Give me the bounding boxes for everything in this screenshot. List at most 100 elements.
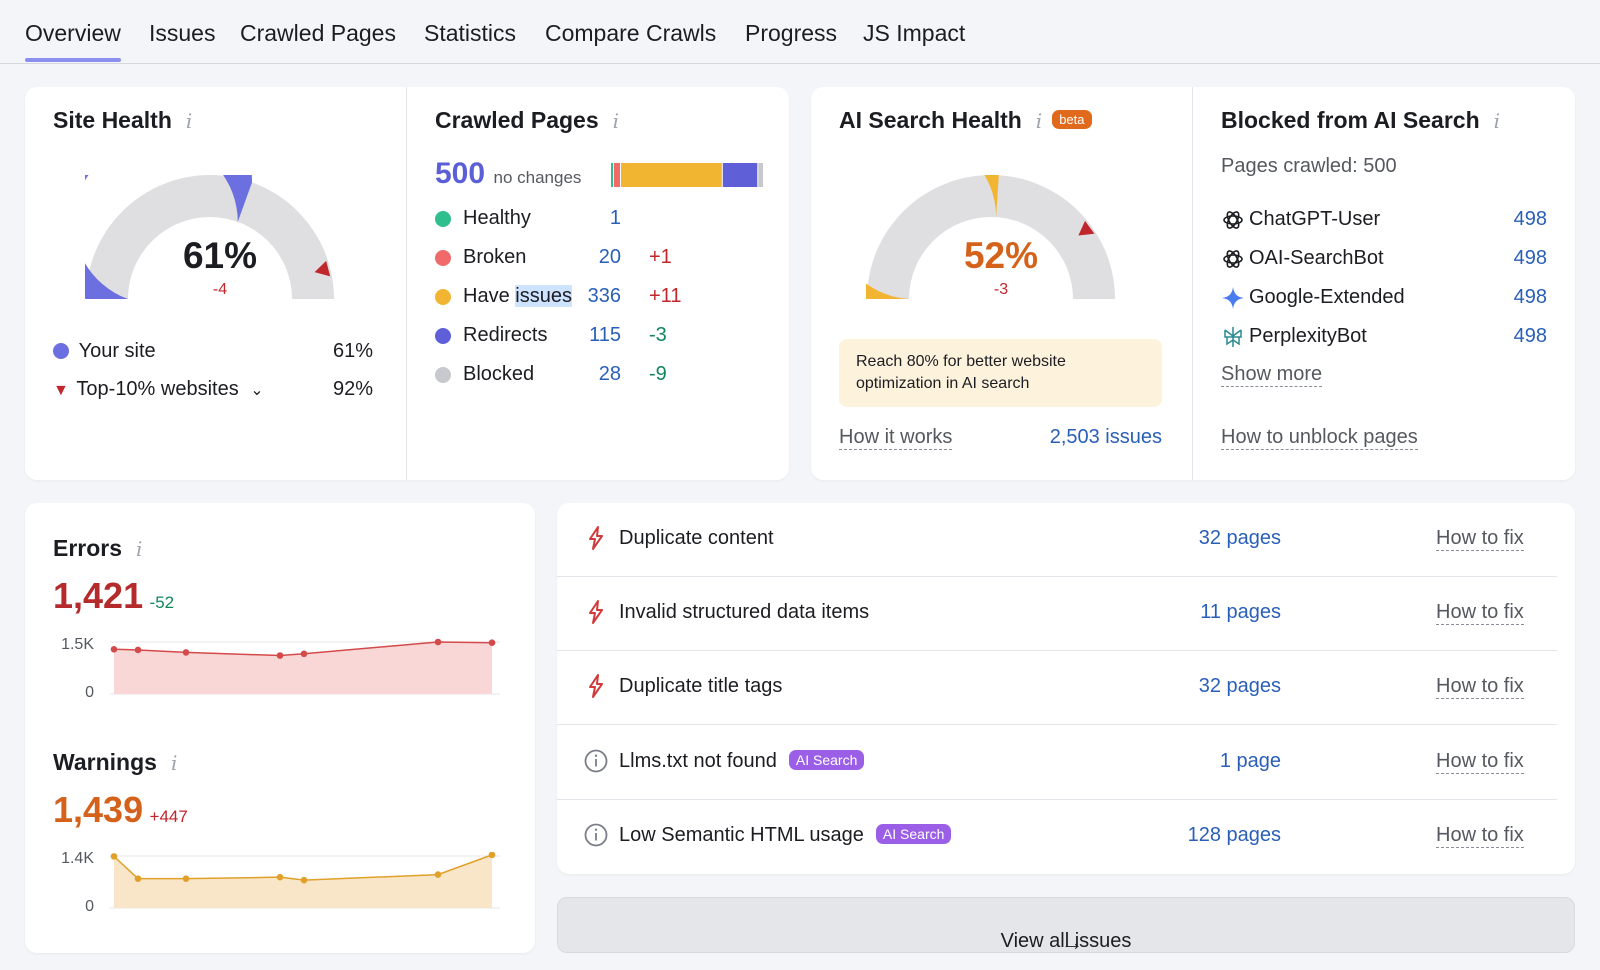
site-health-delta: -4 bbox=[212, 281, 228, 298]
issue-title[interactable]: Invalid structured data items bbox=[619, 601, 870, 624]
ai-health-percent: 52% bbox=[963, 235, 1039, 276]
openai-icon bbox=[1223, 211, 1243, 229]
list-item-redirects[interactable]: Redirects 115 -3 bbox=[435, 322, 735, 352]
how-to-fix-link[interactable]: How to fix bbox=[1436, 823, 1524, 848]
ai-health-gauge bbox=[866, 175, 1115, 299]
info-circle-icon bbox=[584, 823, 608, 847]
warnings-count[interactable]: 1,439 +447 bbox=[53, 789, 188, 830]
issue-pages-link[interactable]: 32 pages bbox=[1198, 527, 1281, 549]
lightning-icon bbox=[589, 526, 603, 550]
tab-issues[interactable]: Issues bbox=[149, 20, 216, 46]
unblock-pages-link[interactable]: How to unblock pages bbox=[1221, 426, 1418, 450]
tab-statistics[interactable]: Statistics bbox=[424, 20, 517, 46]
gauge-track bbox=[867, 175, 1115, 299]
tab-bar: Overview Issues Crawled Pages Statistics… bbox=[0, 0, 1600, 64]
gemini-icon bbox=[1222, 287, 1244, 309]
ai-issues-link[interactable]: 2,503 issues bbox=[1049, 426, 1162, 448]
issue-pages-link[interactable]: 32 pages bbox=[1198, 675, 1281, 698]
crawled-pages-list: Healthy 1 Broken 20 +1 Have issues 336 +… bbox=[435, 205, 775, 405]
list-item-have-issues[interactable]: Have issues 336 +11 bbox=[435, 283, 735, 313]
data-point[interactable] bbox=[134, 646, 142, 654]
data-point[interactable] bbox=[300, 650, 308, 658]
info-icon[interactable]: i bbox=[170, 751, 178, 775]
data-point[interactable] bbox=[134, 875, 142, 882]
tab-compare-crawls[interactable]: Compare Crawls bbox=[545, 20, 717, 46]
issue-row[interactable]: Invalid structured data items 11 pages How… bbox=[557, 577, 1557, 652]
bar-segment bbox=[758, 163, 763, 187]
issue-title[interactable]: Low Semantic HTML usage AI Search bbox=[619, 823, 952, 847]
tab-progress[interactable]: Progress bbox=[745, 20, 838, 46]
how-to-fix-link[interactable]: How to fix bbox=[1436, 601, 1524, 626]
how-to-fix-link[interactable]: How to fix bbox=[1436, 527, 1524, 551]
legend-your-site: Your site 61% bbox=[53, 340, 373, 363]
issue-row[interactable]: Duplicate content 32 pages How to fix bbox=[557, 503, 1557, 577]
tab-crawled-pages[interactable]: Crawled Pages bbox=[240, 20, 396, 46]
status-dot bbox=[435, 250, 451, 266]
perplexity-icon bbox=[1224, 327, 1242, 347]
info-icon[interactable]: i bbox=[612, 109, 620, 133]
issue-title[interactable]: Duplicate content bbox=[619, 527, 774, 549]
tab-js-impact[interactable]: JS Impact bbox=[863, 20, 966, 46]
bar-segment bbox=[611, 163, 613, 187]
tab-overview[interactable]: Overview bbox=[25, 20, 121, 62]
data-point[interactable] bbox=[182, 649, 190, 656]
beta-badge: beta bbox=[1052, 110, 1092, 129]
data-point[interactable] bbox=[276, 873, 284, 881]
warnings-y-max: 1.4K bbox=[61, 850, 94, 867]
info-icon[interactable]: i bbox=[1493, 109, 1501, 133]
data-point[interactable] bbox=[110, 645, 118, 653]
issue-pages-link[interactable]: 11 pages bbox=[1200, 601, 1281, 624]
data-point[interactable] bbox=[182, 875, 190, 882]
legend-top-websites[interactable]: ▼ Top-10% websites ⌄ 92% bbox=[53, 378, 373, 400]
issue-title[interactable]: Duplicate title tags bbox=[619, 675, 783, 698]
site-health-percent: 61% bbox=[182, 235, 258, 276]
blocked-ai-title: Blocked from AI Search i bbox=[1221, 107, 1501, 133]
lightning-icon bbox=[589, 674, 603, 699]
how-it-works-link[interactable]: How it works bbox=[839, 426, 953, 450]
status-dot bbox=[435, 328, 451, 344]
issue-row[interactable]: Llms.txt not found AI Search 1 page How to … bbox=[557, 726, 1557, 800]
data-point[interactable] bbox=[434, 871, 442, 878]
chevron-down-icon[interactable]: ⌄ bbox=[250, 382, 264, 399]
warnings-y-min: 0 bbox=[85, 898, 94, 915]
errors-sparkline bbox=[110, 638, 500, 695]
bot-list: ChatGPT-User 498 OAI-SearchBot 498 Googl… bbox=[1221, 206, 1551, 366]
status-dot bbox=[435, 367, 451, 383]
list-item-bot[interactable]: Google-Extended 498 bbox=[1221, 284, 1547, 314]
list-item-bot[interactable]: OAI-SearchBot 498 bbox=[1221, 245, 1547, 275]
issue-row[interactable]: Duplicate title tags 32 pages How to fix bbox=[557, 651, 1557, 726]
view-all-issues-button[interactable]: View all issues → bbox=[557, 897, 1575, 955]
info-icon[interactable]: i bbox=[1035, 109, 1043, 133]
list-item-healthy[interactable]: Healthy 1 bbox=[435, 205, 735, 235]
data-point[interactable] bbox=[110, 853, 118, 860]
data-point[interactable] bbox=[276, 652, 284, 659]
issue-title[interactable]: Llms.txt not found AI Search bbox=[619, 749, 865, 773]
data-point[interactable] bbox=[434, 638, 442, 646]
data-point[interactable] bbox=[488, 852, 496, 859]
show-more-link[interactable]: Show more bbox=[1221, 363, 1323, 387]
how-to-fix-link[interactable]: How to fix bbox=[1436, 675, 1524, 700]
list-item-blocked[interactable]: Blocked 28 -9 bbox=[435, 361, 735, 391]
errors-warnings-card: Errors i 1,421 -52 1.5K 0 Warnings i 1,439… bbox=[25, 503, 535, 953]
list-item-broken[interactable]: Broken 20 +1 bbox=[435, 244, 735, 274]
triangle-down-icon: ▼ bbox=[53, 382, 69, 399]
issue-pages-link[interactable]: 1 page bbox=[1219, 749, 1281, 772]
ai-health-notice: Reach 80% for better website optimizatio… bbox=[839, 339, 1162, 407]
crawled-distribution-bar bbox=[611, 163, 763, 187]
how-to-fix-link[interactable]: How to fix bbox=[1436, 749, 1524, 774]
issue-row[interactable]: Low Semantic HTML usage AI Search 128 page… bbox=[557, 800, 1557, 874]
info-icon[interactable]: i bbox=[136, 537, 143, 561]
info-icon[interactable]: i bbox=[185, 109, 193, 133]
list-item-bot[interactable]: ChatGPT-User 498 bbox=[1221, 206, 1547, 236]
issue-pages-link[interactable]: 128 pages bbox=[1187, 823, 1281, 846]
data-point[interactable] bbox=[488, 639, 496, 646]
info-circle-icon bbox=[584, 749, 608, 772]
list-item-bot[interactable]: PerplexityBot 498 bbox=[1221, 323, 1547, 353]
bar-segment bbox=[621, 163, 722, 187]
errors-count[interactable]: 1,421 -52 bbox=[53, 575, 175, 616]
card-divider bbox=[1192, 87, 1193, 480]
arrow-right-icon: → bbox=[1061, 930, 1083, 955]
ai-search-badge: AI Search bbox=[875, 823, 952, 844]
errors-y-min: 0 bbox=[85, 684, 94, 701]
data-point[interactable] bbox=[300, 876, 308, 884]
